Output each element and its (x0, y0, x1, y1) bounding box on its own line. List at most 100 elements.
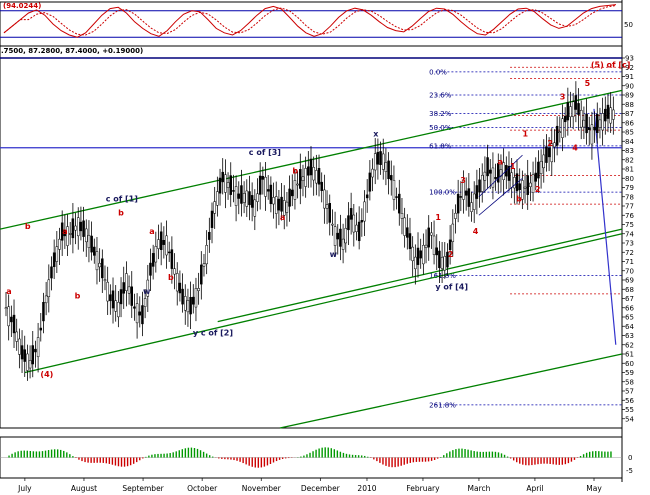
candle-body (216, 191, 219, 206)
candle-body (596, 114, 599, 134)
candle-body (76, 217, 80, 237)
price-tick-72: 72 (625, 249, 634, 257)
wave-label-major-2: y c of [2] (193, 329, 233, 338)
candle-body (518, 183, 521, 191)
candle-body (558, 131, 562, 133)
candle-body (547, 147, 551, 158)
x-label-March: March (468, 484, 491, 493)
candle-body (462, 180, 465, 200)
price-tick-54: 54 (625, 415, 634, 423)
candle-body (333, 226, 337, 246)
candle-body (200, 264, 203, 285)
candle-body (601, 113, 604, 131)
fib-label-261.8%: 261.8% (429, 401, 456, 409)
price-tick-57: 57 (625, 388, 634, 396)
candle-body (430, 232, 433, 236)
candle-body (448, 239, 452, 251)
histogram-tick-0: 0 (628, 454, 632, 462)
price-tick-92: 92 (625, 64, 634, 72)
price-tick-87: 87 (625, 110, 634, 118)
candle-body (459, 196, 463, 198)
candle-body (563, 115, 567, 123)
candle-body (282, 200, 286, 216)
candle-body (365, 194, 369, 199)
candle-body (36, 337, 40, 358)
candle-body (454, 212, 457, 219)
candle-body (574, 95, 578, 110)
candle-body (274, 196, 278, 214)
projection-line (593, 108, 617, 345)
candle-body (384, 162, 388, 172)
channel-middle (24, 233, 623, 374)
wedge-lower (478, 177, 523, 216)
price-tick-70: 70 (625, 267, 634, 275)
candle-body (234, 186, 238, 206)
candle-body (101, 258, 104, 279)
candle-body (537, 161, 540, 179)
candle-body (248, 191, 251, 206)
candle-body (66, 226, 69, 246)
candle-body (31, 345, 35, 365)
candle-body (571, 101, 575, 117)
candle-body (521, 180, 524, 200)
price-tick-75: 75 (625, 221, 634, 229)
candle-body (111, 290, 115, 309)
candle-body (192, 296, 195, 305)
candle-body (555, 125, 559, 146)
candle-body (226, 182, 230, 188)
candle-body (325, 204, 329, 209)
candle-body (438, 250, 441, 269)
wave-label-minor-9: a (280, 213, 285, 222)
candle-body (119, 289, 123, 305)
price-tick-82: 82 (625, 156, 634, 164)
price-tick-83: 83 (625, 147, 634, 155)
candle-body (135, 303, 139, 324)
candle-body (513, 177, 516, 189)
candle-body (189, 297, 192, 315)
price-tick-56: 56 (625, 397, 634, 405)
price-tick-62: 62 (625, 341, 634, 349)
candle-body (253, 199, 257, 217)
wave-label-minor-21: 3 (560, 93, 566, 102)
fib-label-38.2%: 38.2% (429, 110, 452, 118)
candle-body (50, 266, 53, 279)
candle-body (419, 250, 422, 259)
candle-body (277, 198, 281, 211)
candle-body (181, 288, 184, 305)
candle-body (577, 103, 580, 115)
candle-body (39, 327, 43, 331)
candle-body (427, 227, 430, 248)
candle-body (483, 171, 487, 181)
price-tick-67: 67 (625, 295, 634, 303)
candle-body (582, 119, 586, 128)
candle-body (10, 316, 13, 323)
candle-body (143, 298, 147, 307)
candle-body (159, 231, 163, 251)
candle-body (349, 208, 353, 220)
candle-body (229, 175, 232, 195)
candle-body (606, 104, 610, 119)
candle-body (612, 109, 615, 120)
candle-body (74, 225, 77, 231)
candle-body (272, 197, 275, 205)
candle-body (98, 262, 101, 268)
candle-body (264, 176, 267, 197)
candle-body (106, 281, 109, 302)
x-label-October: October (187, 484, 218, 493)
candle-body (194, 288, 198, 308)
candle-body (587, 127, 591, 130)
candle-body (470, 202, 473, 212)
price-tick-81: 81 (625, 166, 634, 174)
candle-body (507, 165, 511, 181)
wave-label-major-3: w (143, 287, 151, 296)
candle-body (478, 179, 481, 193)
candle-body (151, 253, 155, 267)
candle-body (486, 157, 489, 177)
candle-body (125, 273, 128, 291)
candle-body (593, 126, 596, 131)
candle-body (208, 231, 211, 240)
candle-body (598, 119, 602, 128)
x-label-September: September (122, 484, 164, 493)
candle-body (12, 314, 16, 334)
candle-body (328, 203, 331, 223)
